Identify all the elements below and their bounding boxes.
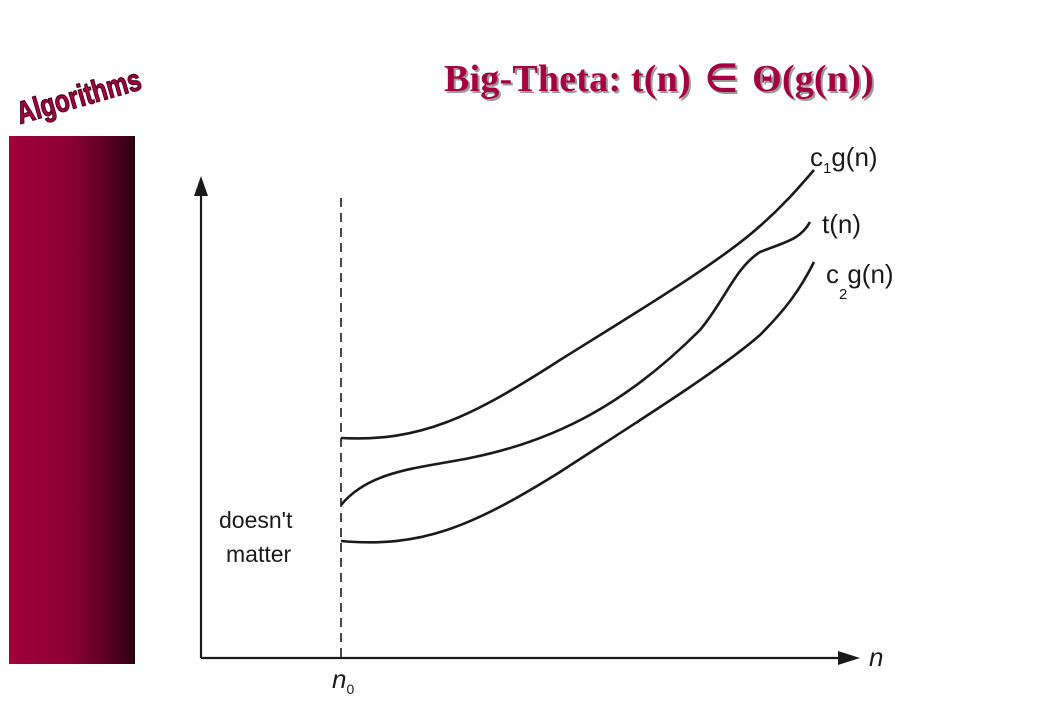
n0-subscript: 0 bbox=[346, 681, 354, 697]
lower-curve-subscript: 2 bbox=[839, 286, 847, 303]
x-axis-arrowhead bbox=[838, 651, 860, 665]
x-axis-label: n bbox=[869, 642, 883, 672]
doesnt-matter-line1: doesn't bbox=[219, 507, 293, 533]
t-of-n-label: t(n) bbox=[822, 209, 861, 239]
lower-curve-function: g(n) bbox=[847, 259, 893, 289]
upper-curve-function: g(n) bbox=[831, 142, 877, 172]
element-of-symbol: ∈ bbox=[704, 58, 739, 100]
slide-title: Big-Theta: t(n) ∈ Θ(g(n)) bbox=[444, 56, 874, 101]
y-axis-arrowhead bbox=[194, 176, 208, 196]
upper-bound-curve bbox=[340, 169, 815, 440]
t-of-n-curve bbox=[339, 221, 812, 506]
doesnt-matter-line2: matter bbox=[226, 541, 292, 567]
upper-curve-c: c bbox=[810, 142, 823, 172]
title-prefix: Big-Theta: t(n) bbox=[444, 58, 691, 100]
lower-curve-c: c bbox=[826, 259, 839, 289]
n0-base: n bbox=[332, 664, 346, 694]
n0-label: n0 bbox=[332, 664, 354, 697]
upper-curve-label: c1g(n) bbox=[810, 142, 878, 177]
side-bar bbox=[9, 136, 135, 664]
lower-curve-label: c2g(n) bbox=[826, 259, 894, 303]
title-suffix: Θ(g(n)) bbox=[752, 58, 874, 100]
upper-curve-subscript: 1 bbox=[823, 160, 831, 177]
algorithms-logo: Algorithms bbox=[12, 61, 146, 131]
lower-bound-curve bbox=[340, 261, 816, 544]
